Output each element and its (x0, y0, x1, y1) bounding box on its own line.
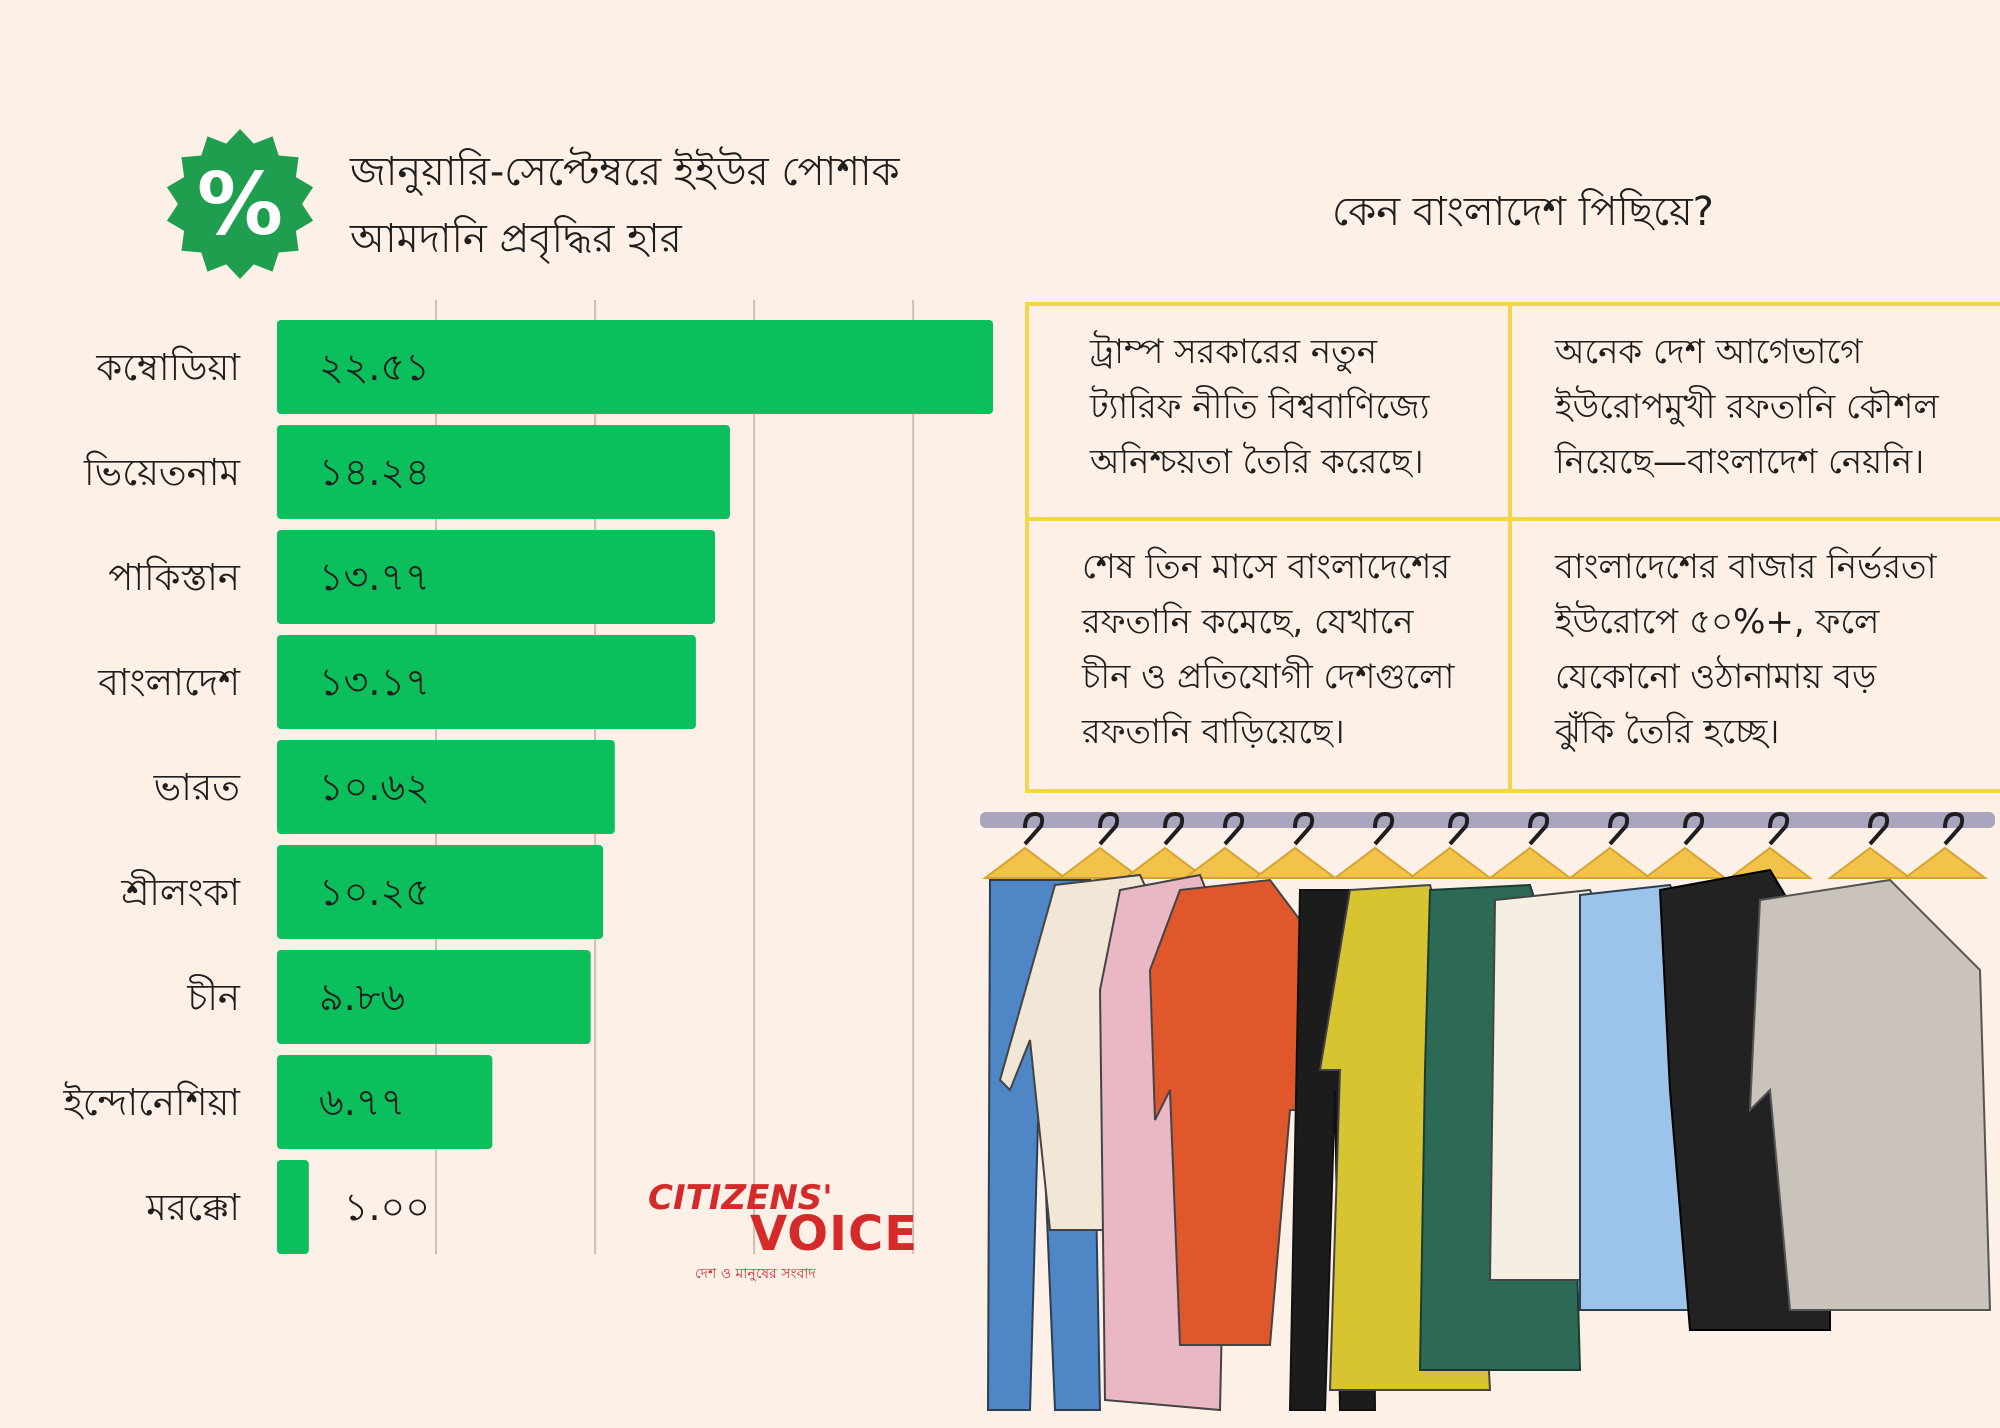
clothes-rack-icon (980, 811, 1995, 1412)
bar (277, 950, 591, 1044)
bar (277, 1055, 493, 1149)
data-label: ১.০০ (344, 1185, 430, 1229)
category-label: শ্রীলংকা (120, 869, 241, 914)
hanger-hook (1868, 811, 1890, 846)
hanger-hook (1163, 811, 1185, 846)
logo-citizens-text: CITIZENS' (648, 1178, 833, 1218)
category-label: ভিয়েতনাম (83, 451, 241, 494)
grid-divider-horizontal (1025, 517, 2000, 521)
hanger-hook (1023, 811, 1045, 846)
hanger (1182, 846, 1268, 879)
hanger (1902, 846, 1988, 879)
reason-2-line: নিয়েছে—বাংলাদেশ নেয়নি। (1555, 442, 1925, 482)
reason-1-line: ট্যারিফ নীতি বিশ্ববাণিজ্যে (1090, 387, 1430, 427)
reason-1-line: ট্রাম্প সরকারের নতুন (1090, 332, 1377, 372)
reason-card-3: শেষ তিন মাসে বাংলাদেশের রফতানি কমেছে, যে… (1082, 540, 1512, 760)
reason-4-line: ইউরোপে ৫০%+, ফলে (1555, 602, 1880, 642)
hanger-hook (1528, 811, 1550, 846)
reason-4-line: যেকোনো ওঠানামায় বড় (1555, 657, 1877, 697)
category-label: মরক্কো (145, 1186, 241, 1229)
hanger (1642, 846, 1728, 879)
data-label: ১০.২৫ (319, 870, 430, 914)
logo-voice-text: VOICE (750, 1206, 918, 1262)
section-heading: কেন বাংলাদেশ পিছিয়ে? (1332, 189, 1714, 235)
hanger-hook (1098, 811, 1120, 846)
hanger (1827, 846, 1913, 879)
hanger-hook (1683, 811, 1705, 846)
reason-1-line: অনিশ্চয়তা তৈরি করেছে। (1090, 442, 1424, 482)
reason-card-1: ট্রাম্প সরকারের নতুন ট্যারিফ নীতি বিশ্বব… (1090, 325, 1520, 490)
reason-4-line: বাংলাদেশের বাজার নির্ভরতা (1555, 547, 1937, 587)
hanger (1567, 846, 1653, 879)
reason-card-2: অনেক দেশ আগেভাগে ইউরোপমুখী রফতানি কৌশল ন… (1555, 325, 1985, 490)
bar (277, 1160, 309, 1254)
hanger (1122, 846, 1208, 879)
reason-2-line: ইউরোপমুখী রফতানি কৌশল (1555, 387, 1939, 427)
bar (277, 740, 615, 834)
data-label: ১৩.৭৭ (319, 555, 430, 599)
category-label: ইন্দোনেশিয়া (63, 1081, 242, 1124)
hanger (1487, 846, 1573, 879)
category-label: পাকিস্তান (108, 556, 241, 599)
chart-title-line-2: আমদানি প্রবৃদ্ধির হার (350, 216, 682, 262)
hanger (982, 846, 1068, 879)
reason-3-line: চীন ও প্রতিযোগী দেশগুলো (1082, 657, 1455, 697)
badge-symbol: % (197, 155, 283, 255)
citizens-voice-logo: CITIZENS' VOICE দেশ ও মানুষের সংবাদ (640, 1170, 930, 1282)
reason-2-line: অনেক দেশ আগেভাগে (1555, 332, 1863, 372)
bar (277, 635, 696, 729)
hanger (1252, 846, 1338, 879)
category-label: কম্বোডিয়া (95, 346, 241, 389)
hanger (1057, 846, 1143, 879)
rail (980, 812, 1995, 828)
bar-chart: কম্বোডিয়া ২২.৫১ ভিয়েতনাম ১৪.২৪ পাকিস্তান ১৩… (63, 300, 993, 1254)
bar (277, 320, 993, 414)
reason-3-line: রফতানি কমেছে, যেখানে (1082, 602, 1414, 642)
data-label: ১৪.২৪ (319, 450, 430, 494)
grid-divider-vertical (1508, 302, 1512, 793)
bar (277, 425, 730, 519)
hanger-hook (1768, 811, 1790, 846)
reasons-grid (1025, 302, 2000, 793)
bar (277, 845, 604, 939)
percent-badge-icon: % (166, 129, 314, 279)
hanger-hook (1943, 811, 1965, 846)
hanger-hook (1448, 811, 1470, 846)
bar (277, 530, 715, 624)
hanger-hook (1373, 811, 1395, 846)
hanger (1332, 846, 1418, 879)
data-label: ১৩.১৭ (319, 660, 430, 704)
hanger-hook (1293, 811, 1315, 846)
data-label: ৬.৭৭ (319, 1080, 405, 1124)
reason-4-line: ঝুঁকি তৈরি হচ্ছে। (1555, 712, 1780, 752)
data-label: ২২.৫১ (319, 345, 430, 389)
category-label: ভারত (153, 766, 242, 809)
data-label: ১০.৬২ (319, 765, 430, 809)
chart-title-line-1: জানুয়ারি-সেপ্টেম্বরে ইইউর পোশাক (350, 149, 900, 195)
hanger-hook (1223, 811, 1245, 846)
data-label: ৯.৮৬ (319, 975, 405, 1019)
reason-3-line: শেষ তিন মাসে বাংলাদেশের (1082, 547, 1451, 587)
blazer-grey (1748, 878, 1992, 1311)
category-label: চীন (186, 974, 241, 1019)
hanger-hook (1608, 811, 1630, 846)
badge-shape (166, 129, 314, 279)
reason-card-4: বাংলাদেশের বাজার নির্ভরতা ইউরোপে ৫০%+, ফ… (1555, 540, 1985, 760)
logo-tagline: দেশ ও মানুষের সংবাদ (695, 1266, 816, 1282)
category-label: বাংলাদেশ (97, 661, 241, 704)
reason-3-line: রফতানি বাড়িয়েছে। (1082, 712, 1345, 752)
hanger (1407, 846, 1493, 879)
